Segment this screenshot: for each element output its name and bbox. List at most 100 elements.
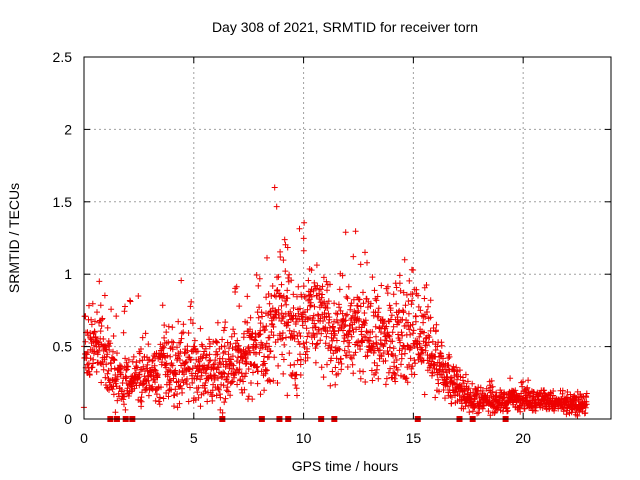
data-point xyxy=(368,367,375,374)
data-point xyxy=(487,412,494,419)
data-point xyxy=(279,351,286,358)
data-point xyxy=(135,293,142,299)
data-point xyxy=(199,343,206,350)
y-axis-ticks: 0 0.5 1 1.5 2 2.5 xyxy=(53,49,611,427)
data-point xyxy=(312,345,319,352)
data-point xyxy=(165,367,172,373)
data-point xyxy=(407,344,413,351)
data-point xyxy=(311,303,318,310)
data-point xyxy=(281,341,288,348)
data-point xyxy=(350,253,357,260)
data-point xyxy=(177,348,184,355)
data-point xyxy=(326,316,333,323)
data-point xyxy=(113,313,120,320)
data-point xyxy=(257,331,264,338)
data-point xyxy=(241,386,248,393)
data-point xyxy=(174,404,181,411)
data-point xyxy=(477,384,484,391)
data-point xyxy=(223,387,230,394)
data-point xyxy=(169,362,176,369)
data-point xyxy=(214,351,221,358)
data-point xyxy=(137,366,144,373)
data-point xyxy=(92,318,98,325)
data-point xyxy=(188,298,195,305)
data-point xyxy=(312,324,319,331)
data-point xyxy=(110,333,117,339)
data-point xyxy=(372,323,379,330)
data-point xyxy=(82,313,89,320)
data-point xyxy=(416,340,423,347)
data-point xyxy=(308,267,315,274)
data-point xyxy=(174,391,181,397)
data-point xyxy=(110,348,116,355)
data-point xyxy=(136,371,143,378)
data-point xyxy=(374,293,381,300)
data-point xyxy=(102,374,109,381)
data-point xyxy=(220,327,227,334)
data-point xyxy=(209,387,216,394)
data-points xyxy=(80,184,590,419)
data-point xyxy=(163,329,170,336)
data-point xyxy=(184,343,191,350)
data-point xyxy=(311,334,318,341)
data-point xyxy=(257,320,264,327)
data-point xyxy=(219,336,226,343)
data-point xyxy=(324,328,331,335)
data-point xyxy=(156,401,163,408)
data-point xyxy=(375,375,382,382)
data-point xyxy=(93,368,100,375)
data-point xyxy=(191,337,198,344)
data-point xyxy=(229,345,236,352)
data-point xyxy=(217,360,224,367)
data-point xyxy=(407,355,414,362)
data-point xyxy=(400,289,407,296)
data-point xyxy=(142,330,149,337)
data-point xyxy=(403,375,410,382)
data-point xyxy=(222,319,229,326)
data-point xyxy=(374,362,381,369)
data-point xyxy=(253,272,260,278)
data-point xyxy=(255,314,262,321)
data-point xyxy=(284,392,291,399)
data-point xyxy=(104,370,111,377)
data-point xyxy=(254,380,261,387)
data-point xyxy=(267,378,274,385)
data-point xyxy=(275,273,282,280)
data-point xyxy=(316,326,323,333)
data-point xyxy=(89,364,96,371)
data-point xyxy=(171,392,178,399)
data-point xyxy=(212,357,219,364)
data-point xyxy=(279,315,286,322)
data-point xyxy=(412,313,419,320)
data-point xyxy=(339,310,346,317)
data-point xyxy=(466,409,473,416)
data-point xyxy=(304,333,311,340)
data-point xyxy=(256,304,263,311)
data-point xyxy=(206,357,213,364)
data-point xyxy=(214,319,221,326)
data-point xyxy=(324,361,330,368)
data-point xyxy=(130,353,137,360)
data-point xyxy=(424,309,431,315)
data-point xyxy=(406,277,413,284)
data-point xyxy=(176,400,183,407)
data-point xyxy=(151,362,158,369)
data-point xyxy=(507,375,514,382)
data-point xyxy=(173,371,179,378)
data-point xyxy=(426,334,433,341)
data-point xyxy=(94,309,100,316)
data-point xyxy=(304,306,311,313)
data-point xyxy=(365,337,372,344)
data-point xyxy=(408,365,415,372)
data-point xyxy=(432,347,439,353)
data-point xyxy=(369,274,376,281)
data-point xyxy=(409,363,416,370)
data-point xyxy=(577,391,584,397)
data-point xyxy=(106,387,112,393)
data-point xyxy=(410,330,416,337)
data-point xyxy=(300,283,307,290)
data-point xyxy=(230,362,237,369)
data-point xyxy=(341,347,348,354)
data-point xyxy=(257,391,264,398)
data-point xyxy=(142,386,149,393)
